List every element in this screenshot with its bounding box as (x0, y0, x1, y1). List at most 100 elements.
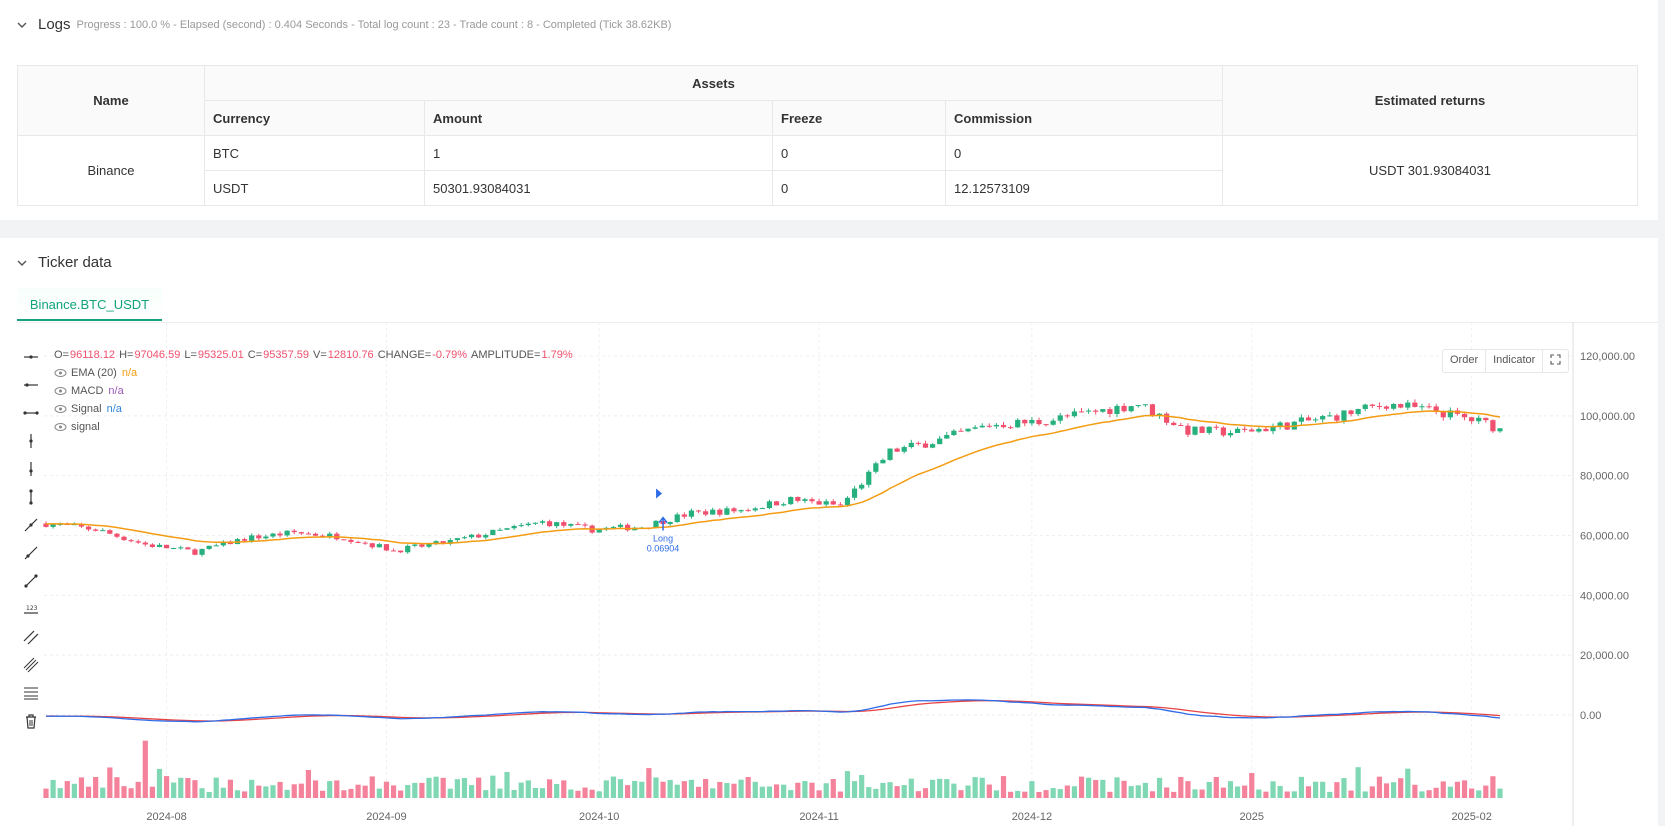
chevron-down-icon[interactable] (16, 257, 28, 269)
candle-body (596, 529, 602, 533)
volume-bar (1185, 781, 1191, 798)
candle-body (1015, 419, 1021, 428)
legend-name: Signal (71, 403, 102, 415)
candle-body (256, 535, 262, 539)
trend-line-icon[interactable] (20, 511, 42, 539)
volume-bar (1305, 786, 1312, 798)
volume-value: 12810.76 (327, 349, 374, 361)
volume-bar (1064, 785, 1070, 798)
ticker-header[interactable]: Ticker data (16, 254, 112, 271)
volume-bar (1341, 778, 1347, 798)
legend-value: n/a (108, 385, 124, 397)
candle-body (532, 522, 538, 524)
segment-line-icon[interactable] (20, 567, 42, 595)
volume-bar (1327, 791, 1333, 798)
vertical-segment-icon[interactable] (20, 483, 42, 511)
volume-bar (986, 784, 992, 798)
volume-bar (405, 785, 411, 798)
tab-binance-btc-usdt[interactable]: Binance.BTC_USDT (17, 288, 162, 321)
candle-body (554, 522, 560, 527)
horizontal-ray-icon[interactable] (20, 371, 42, 399)
candle-body (1185, 425, 1191, 435)
volume-bar (178, 777, 184, 798)
eye-icon[interactable] (54, 404, 67, 414)
volume-bar (497, 788, 503, 798)
candle-body (561, 522, 567, 526)
candle-body (1440, 411, 1446, 418)
volume-bar (894, 786, 900, 798)
amplitude-label: AMPLITUDE= (471, 349, 541, 361)
candle-body (1050, 420, 1056, 425)
candle-body (1114, 405, 1120, 414)
trash-icon[interactable] (20, 707, 42, 735)
exchange-name: Binance (17, 135, 205, 206)
volume-bar (1100, 779, 1106, 798)
ray-line-icon[interactable] (20, 539, 42, 567)
indicator-button[interactable]: Indicator (1486, 350, 1544, 372)
vertical-ray-icon[interactable] (20, 455, 42, 483)
legend-signal-marker[interactable]: signal (54, 418, 574, 436)
volume-bar (320, 790, 326, 798)
volume-bar (1469, 788, 1475, 798)
candle-body (270, 533, 276, 537)
price-line-icon[interactable]: 123 (20, 595, 42, 623)
eye-icon[interactable] (54, 368, 67, 378)
horizontal-line-icon[interactable] (20, 343, 42, 371)
table-row: Binance BTC 1 0 0 USDT 301.93084031 (17, 135, 1638, 206)
candle-body (1298, 417, 1305, 422)
legend-macd[interactable]: MACD n/a (54, 382, 574, 400)
volume-bar (398, 790, 404, 798)
col-currency: Currency (204, 100, 425, 136)
volume-bar (312, 780, 319, 798)
volume-bar (1398, 778, 1404, 798)
parallel-channel-icon[interactable] (20, 623, 42, 651)
volume-bar (766, 786, 773, 798)
legend-ema[interactable]: EMA (20) n/a (54, 364, 574, 382)
candle-body (1242, 428, 1248, 430)
volume-bar (816, 790, 822, 798)
candle-body (199, 548, 205, 555)
h-label: H= (119, 349, 134, 361)
volume-bar (1171, 791, 1177, 798)
candle-body (383, 544, 390, 551)
horizontal-segment-icon[interactable] (20, 399, 42, 427)
volume-bar (64, 781, 70, 798)
macd-line (45, 699, 1501, 723)
volume-bar (135, 781, 141, 798)
candle-body (1376, 405, 1383, 407)
vertical-line-icon[interactable] (20, 427, 42, 455)
volume-bar (731, 783, 737, 798)
fibonacci-icon[interactable] (20, 651, 42, 679)
candle-body (972, 427, 978, 429)
candle-body (1483, 417, 1489, 421)
table-row: USDT 50301.93084031 0 12.12573109 (18, 170, 1638, 206)
legend-signal[interactable]: Signal n/a (54, 400, 574, 418)
candle-body (1199, 426, 1205, 433)
candle-body (1398, 404, 1404, 408)
candle-body (617, 524, 624, 527)
fib-levels-icon[interactable] (20, 679, 42, 707)
logs-header[interactable]: Logs Progress : 100.0 % - Elapsed (secon… (16, 16, 671, 33)
eye-icon[interactable] (54, 422, 67, 432)
volume-bar (532, 787, 538, 798)
candle-body (163, 544, 170, 549)
candle-body (1312, 419, 1319, 421)
low-value: 95325.01 (197, 349, 244, 361)
volume-bar (667, 779, 673, 798)
chevron-down-icon[interactable] (16, 19, 28, 31)
candlestick-chart[interactable]: 120,000.00 100,000.00 80,000.00 60,000.00 40… (0, 238, 1658, 826)
ohlc-readout: O= 96118.12 H= 97046.59 L= 95325.01 C= 95357… (54, 346, 574, 364)
fullscreen-button[interactable] (1543, 350, 1568, 372)
candle-body (1071, 411, 1078, 417)
candle-body (284, 530, 290, 536)
volume-bar (362, 785, 368, 798)
c-label: C= (247, 349, 263, 361)
candle-body (1142, 404, 1148, 406)
candle-body (1426, 406, 1432, 408)
volume-bar (256, 785, 262, 798)
candle-body (901, 447, 907, 452)
order-button[interactable]: Order (1443, 350, 1487, 372)
eye-icon[interactable] (54, 386, 67, 396)
col-freeze: Freeze (772, 100, 946, 136)
volume-bar (43, 788, 49, 798)
